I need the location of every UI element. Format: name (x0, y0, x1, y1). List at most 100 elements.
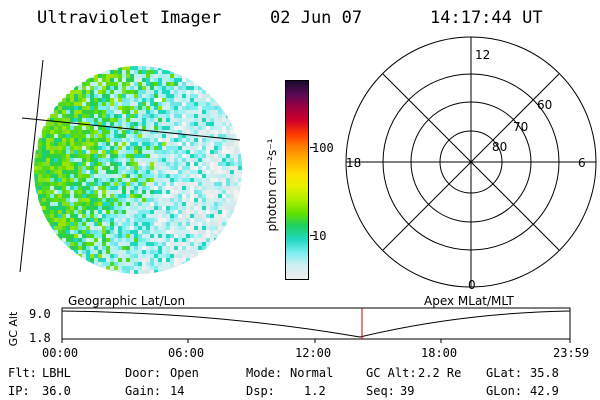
disk-pixel (106, 118, 110, 122)
disk-pixel (118, 242, 122, 246)
disk-pixel (126, 102, 130, 106)
disk-pixel (110, 194, 114, 198)
disk-pixel (202, 138, 206, 142)
disk-pixel (162, 118, 166, 122)
disk-pixel (58, 190, 62, 194)
disk-pixel (66, 222, 70, 226)
disk-pixel (198, 246, 202, 250)
x-tick-0600: 06:00 (168, 346, 205, 360)
disk-pixel (190, 222, 194, 226)
disk-pixel (198, 110, 202, 114)
disk-pixel (206, 102, 210, 106)
disk-pixel (218, 222, 222, 226)
disk-pixel (146, 162, 150, 166)
disk-pixel (170, 142, 174, 146)
disk-pixel (210, 110, 214, 114)
disk-pixel (70, 142, 74, 146)
disk-pixel (114, 102, 118, 106)
disk-pixel (126, 170, 130, 174)
disk-pixel (86, 230, 90, 234)
disk-pixel (198, 114, 202, 118)
disk-pixel (174, 118, 178, 122)
disk-pixel (90, 234, 94, 238)
disk-pixel (134, 242, 138, 246)
disk-pixel (170, 214, 174, 218)
disk-pixel (82, 154, 86, 158)
disk-pixel (118, 194, 122, 198)
disk-pixel (118, 270, 122, 274)
disk-pixel (142, 102, 146, 106)
disk-pixel (206, 114, 210, 118)
disk-pixel (154, 226, 158, 230)
disk-pixel (114, 182, 118, 186)
disk-pixel (162, 210, 166, 214)
disk-pixel (102, 78, 106, 82)
disk-pixel (186, 94, 190, 98)
disk-pixel (118, 226, 122, 230)
disk-pixel (58, 198, 62, 202)
disk-pixel (126, 266, 130, 270)
disk-pixel (218, 122, 222, 126)
disk-pixel (98, 206, 102, 210)
disk-pixel (182, 190, 186, 194)
disk-pixel (54, 106, 58, 110)
disk-pixel (146, 210, 150, 214)
disk-pixel (190, 202, 194, 206)
disk-pixel (150, 162, 154, 166)
disk-pixel (158, 102, 162, 106)
disk-pixel (162, 178, 166, 182)
disk-pixel (150, 154, 154, 158)
disk-pixel (138, 242, 142, 246)
disk-pixel (90, 242, 94, 246)
disk-pixel (102, 238, 106, 242)
disk-pixel (218, 146, 222, 150)
disk-pixel (154, 270, 158, 274)
disk-pixel (146, 94, 150, 98)
disk-pixel (194, 154, 198, 158)
disk-pixel (178, 174, 182, 178)
disk-pixel (38, 182, 42, 186)
disk-pixel (202, 154, 206, 158)
disk-pixel (178, 258, 182, 262)
disk-pixel (102, 130, 106, 134)
disk-pixel (86, 170, 90, 174)
disk-pixel (138, 86, 142, 90)
disk-pixel (166, 206, 170, 210)
colorbar-gradient (286, 81, 308, 279)
disk-pixel (106, 170, 110, 174)
disk-pixel (186, 102, 190, 106)
disk-pixel (170, 82, 174, 86)
disk-pixel (94, 210, 98, 214)
disk-pixel (214, 214, 218, 218)
disk-pixel (74, 198, 78, 202)
disk-pixel (190, 102, 194, 106)
disk-pixel (186, 238, 190, 242)
disk-pixel (82, 138, 86, 142)
disk-pixel (126, 126, 130, 130)
disk-pixel (194, 238, 198, 242)
disk-pixel (238, 178, 242, 182)
disk-pixel (182, 118, 186, 122)
disk-pixel (130, 190, 134, 194)
disk-pixel (86, 246, 90, 250)
disk-pixel (150, 138, 154, 142)
disk-pixel (202, 226, 206, 230)
disk-pixel (130, 246, 134, 250)
disk-pixel (126, 98, 130, 102)
disk-pixel (186, 106, 190, 110)
disk-pixel (98, 122, 102, 126)
disk-pixel (186, 126, 190, 130)
disk-pixel (74, 114, 78, 118)
disk-pixel (62, 142, 66, 146)
disk-pixel (162, 202, 166, 206)
disk-pixel (122, 186, 126, 190)
disk-pixel (218, 178, 222, 182)
disk-pixel (86, 250, 90, 254)
disk-pixel (178, 254, 182, 258)
disk-pixel (122, 210, 126, 214)
disk-pixel (110, 242, 114, 246)
disk-pixel (66, 190, 70, 194)
disk-pixel (106, 158, 110, 162)
disk-pixel (42, 198, 46, 202)
disk-pixel (42, 206, 46, 210)
